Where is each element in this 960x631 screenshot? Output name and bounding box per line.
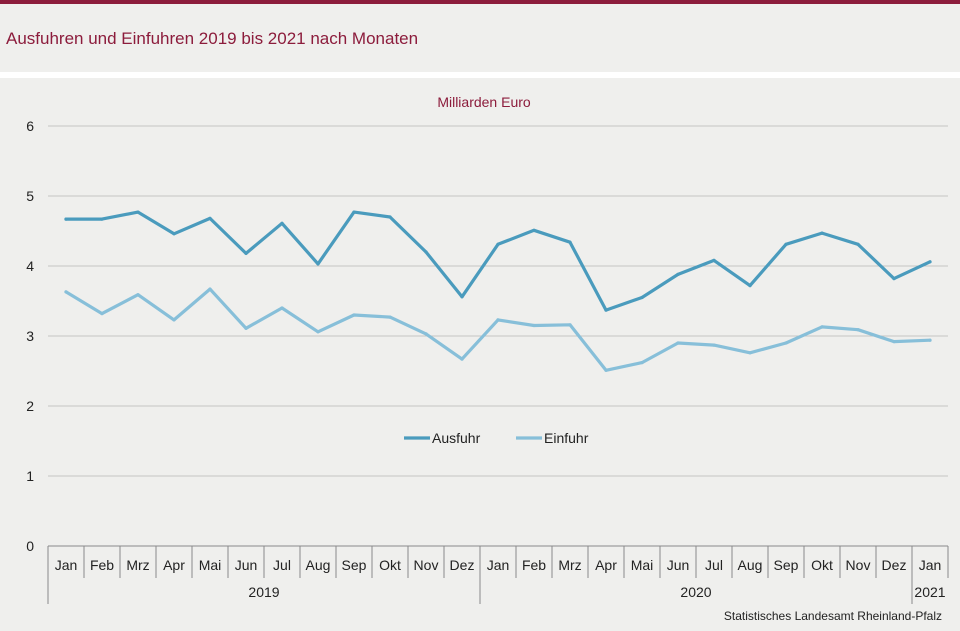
data-point <box>172 318 176 322</box>
data-point <box>568 240 572 244</box>
source-note: Statistisches Landesamt Rheinland-Pfalz <box>723 609 942 623</box>
data-point <box>460 295 464 299</box>
year-label: 2020 <box>680 584 711 600</box>
series-line-einfuhr <box>64 287 932 372</box>
x-tick-label: Jan <box>487 557 510 573</box>
data-point <box>424 250 428 254</box>
data-point <box>748 351 752 355</box>
unit-label: Milliarden Euro <box>437 94 531 110</box>
y-tick-label: 0 <box>26 538 34 554</box>
top-accent-bar <box>0 0 960 4</box>
data-point <box>532 323 536 328</box>
x-tick-label: Sep <box>342 557 367 573</box>
data-point <box>100 217 104 221</box>
data-point <box>316 262 320 266</box>
data-point <box>892 340 896 344</box>
x-tick-label: Feb <box>90 557 114 573</box>
data-point <box>496 242 500 246</box>
data-point <box>568 323 572 327</box>
data-point <box>928 338 932 342</box>
data-point <box>280 221 284 225</box>
x-tick-label: Aug <box>738 557 763 573</box>
y-tick-label: 4 <box>26 258 34 274</box>
data-point <box>136 210 140 214</box>
data-point <box>208 216 212 220</box>
y-tick-label: 5 <box>26 188 34 204</box>
data-point <box>856 242 860 246</box>
legend-label-einfuhr: Einfuhr <box>544 430 589 446</box>
data-point <box>424 332 428 336</box>
data-point <box>712 343 716 347</box>
data-point <box>316 330 320 334</box>
x-tick-label: Jan <box>55 557 78 573</box>
x-tick-label: Dez <box>882 557 907 573</box>
y-tick-label: 1 <box>26 468 34 484</box>
x-tick-label: Feb <box>522 557 546 573</box>
data-point <box>496 318 500 322</box>
x-tick-label: Sep <box>774 557 799 573</box>
data-point <box>388 215 392 219</box>
data-point <box>64 217 68 221</box>
data-point <box>100 312 104 316</box>
data-point <box>388 315 392 319</box>
data-point <box>784 242 788 246</box>
data-point <box>244 326 248 330</box>
data-point <box>676 341 680 345</box>
x-tick-label: Apr <box>595 557 617 573</box>
x-tick-label: Dez <box>450 557 475 573</box>
data-point <box>172 232 176 236</box>
year-label: 2019 <box>248 584 279 600</box>
data-point <box>784 341 788 345</box>
x-tick-label: Mrz <box>126 557 149 573</box>
x-tick-label: Mai <box>199 557 222 573</box>
data-point <box>352 210 356 214</box>
data-point <box>676 272 680 276</box>
x-tick-label: Okt <box>379 557 401 573</box>
x-tick-label: Nov <box>846 557 871 573</box>
data-point <box>604 368 608 372</box>
data-point <box>892 277 896 281</box>
data-point <box>460 357 464 361</box>
data-point <box>820 231 824 235</box>
title-separator <box>0 72 960 78</box>
y-tick-label: 6 <box>26 118 34 134</box>
y-tick-label: 3 <box>26 328 34 344</box>
data-point <box>244 251 248 255</box>
legend-label-ausfuhr: Ausfuhr <box>432 430 481 446</box>
x-tick-label: Jun <box>235 557 258 573</box>
x-tick-label: Okt <box>811 557 833 573</box>
data-point <box>64 290 68 294</box>
data-point <box>136 293 140 297</box>
x-tick-label: Mrz <box>558 557 581 573</box>
data-point <box>748 284 752 288</box>
chart-title: Ausfuhren und Einfuhren 2019 bis 2021 na… <box>6 29 419 48</box>
data-point <box>604 308 608 312</box>
data-point <box>640 295 644 300</box>
data-point <box>532 228 536 232</box>
year-label: 2021 <box>914 584 945 600</box>
data-point <box>712 258 716 262</box>
series-line-ausfuhr <box>64 210 932 312</box>
x-tick-label: Apr <box>163 557 185 573</box>
x-tick-label: Mai <box>631 557 654 573</box>
x-tick-label: Nov <box>414 557 439 573</box>
x-tick-label: Jan <box>919 557 942 573</box>
data-point <box>352 313 356 317</box>
data-point <box>280 306 284 310</box>
x-tick-label: Jul <box>273 557 291 573</box>
data-point <box>928 260 932 264</box>
data-point <box>856 328 860 332</box>
x-tick-label: Aug <box>306 557 331 573</box>
y-tick-label: 2 <box>26 398 34 414</box>
x-tick-label: Jun <box>667 557 690 573</box>
x-tick-label: Jul <box>705 557 723 573</box>
data-point <box>208 287 212 291</box>
data-point <box>640 361 644 365</box>
data-point <box>820 325 824 329</box>
